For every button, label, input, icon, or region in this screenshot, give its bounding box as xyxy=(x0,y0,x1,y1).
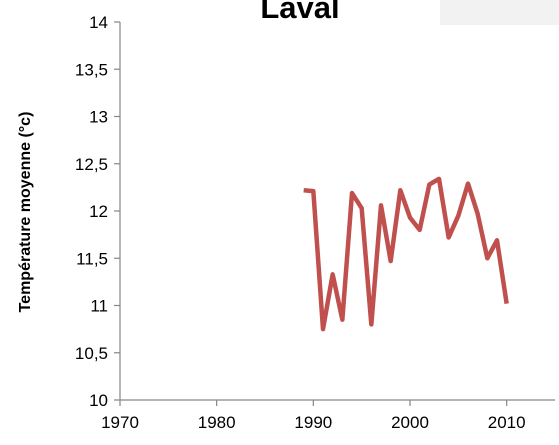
y-tick-label: 11,5 xyxy=(76,249,108,268)
y-tick-label: 10,5 xyxy=(75,344,108,363)
y-tick-label: 12,5 xyxy=(75,155,108,174)
x-tick-label: 1970 xyxy=(101,413,139,432)
y-tick-label: 10 xyxy=(89,391,108,410)
y-tick-label: 13 xyxy=(89,108,108,127)
y-tick-label: 11 xyxy=(90,297,108,316)
x-tick-label: 2000 xyxy=(391,413,429,432)
y-axis-label: Température moyenne (°c) xyxy=(17,112,34,313)
data-line xyxy=(303,176,509,332)
y-tick-label: 14 xyxy=(89,13,108,32)
y-tick-label: 13,5 xyxy=(75,60,108,79)
chart-title: Laval xyxy=(260,0,339,25)
x-tick-label: 1990 xyxy=(294,413,332,432)
x-tick-label: 2010 xyxy=(488,413,526,432)
legend-box xyxy=(440,0,559,25)
y-tick-label: 12 xyxy=(89,202,108,221)
x-tick-label: 1980 xyxy=(198,413,236,432)
